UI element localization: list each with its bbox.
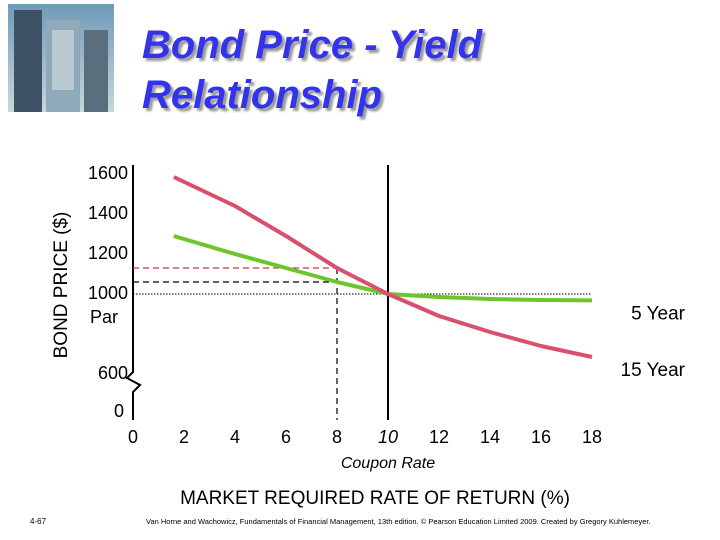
slide-title: Bond Price - Yield Relationship <box>142 23 483 117</box>
y-axis <box>125 165 142 420</box>
y-tick-label: Par <box>90 307 118 327</box>
x-tick-label: 18 <box>582 427 602 447</box>
y-tick-label: 0 <box>114 401 124 421</box>
y-tick-label: 1600 <box>88 163 128 183</box>
y-axis-title: BOND PRICE ($) <box>51 212 72 359</box>
y-tick-label: 1000 <box>88 283 128 303</box>
y-tick-label: 600 <box>98 363 128 383</box>
building-photo <box>8 4 114 112</box>
y-tick-label: 1400 <box>88 203 128 223</box>
page-number: 4-67 <box>30 517 47 526</box>
series-line <box>172 175 593 359</box>
coupon-rate-label: Coupon Rate <box>341 455 435 472</box>
x-tick-label: 4 <box>230 427 240 447</box>
x-tick-label: 12 <box>429 427 449 447</box>
x-tick-label: 10 <box>378 427 398 447</box>
series-label: 15 Year <box>621 360 686 381</box>
x-tick-label: 14 <box>480 427 500 447</box>
y-tick-label: 1200 <box>88 243 128 263</box>
x-tick-label: 0 <box>128 427 138 447</box>
x-tick-label: 8 <box>332 427 342 447</box>
x-tick-label: 16 <box>531 427 551 447</box>
x-tick-label: 6 <box>281 427 291 447</box>
x-tick-label: 2 <box>179 427 189 447</box>
x-axis-title: MARKET REQUIRED RATE OF RETURN (%) <box>180 488 570 509</box>
series-label: 5 Year <box>631 303 686 324</box>
source-note: Van Horne and Wachowicz, Fundamentals of… <box>146 517 651 526</box>
